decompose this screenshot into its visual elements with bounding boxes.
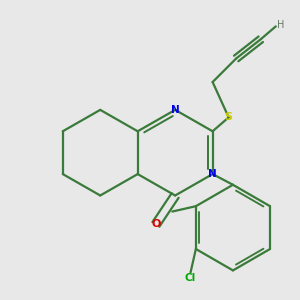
Text: O: O bbox=[151, 219, 160, 230]
Text: S: S bbox=[225, 112, 233, 122]
Text: Cl: Cl bbox=[185, 273, 196, 283]
Text: H: H bbox=[277, 20, 284, 30]
Text: N: N bbox=[171, 105, 179, 115]
Text: N: N bbox=[208, 169, 217, 179]
